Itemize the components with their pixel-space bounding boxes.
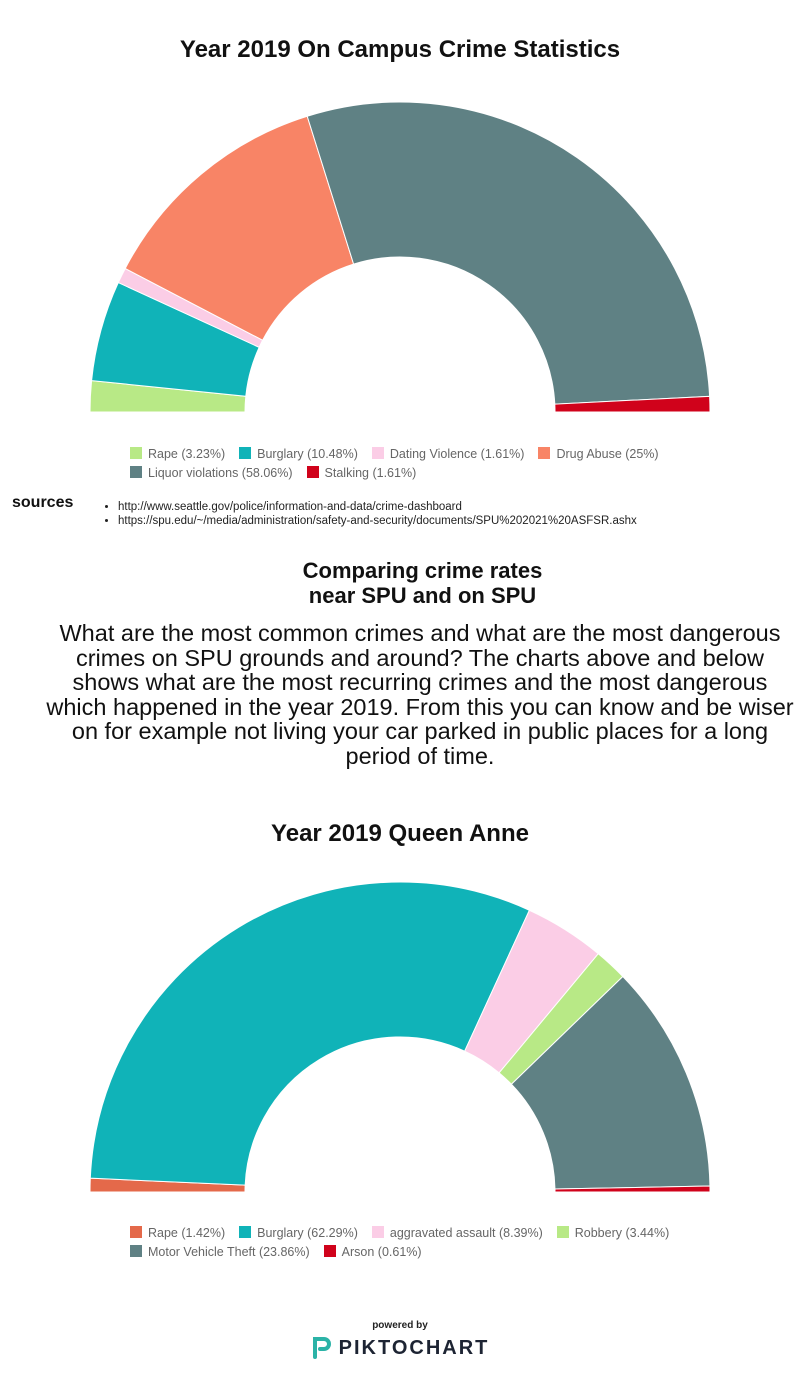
legend-item: Dating Violence (1.61%) bbox=[371, 445, 525, 464]
legend-swatch bbox=[239, 1226, 252, 1238]
chart-title-campus: Year 2019 On Campus Crime Statistics bbox=[179, 36, 621, 63]
piktochart-icon bbox=[312, 1337, 331, 1359]
legend-label: Rape (1.42%) bbox=[148, 1226, 226, 1240]
brand-name: PIKTOCHART bbox=[338, 1337, 490, 1359]
legend-item: Burglary (62.29%) bbox=[239, 1224, 358, 1243]
campus-semi-donut bbox=[89, 101, 711, 413]
legend-swatch bbox=[556, 1226, 569, 1238]
legend-item: Rape (1.42%) bbox=[130, 1224, 225, 1243]
slice-burglary[interactable] bbox=[89, 881, 531, 1186]
subtitle-line: Comparing crime rates bbox=[302, 558, 543, 583]
legend-label: Drug Abuse (25%) bbox=[556, 447, 659, 461]
slice-stalking[interactable] bbox=[554, 395, 711, 413]
legend-label: Rape (3.23%) bbox=[148, 447, 226, 461]
campus-legend: Rape (3.23%) Burglary (10.48%) Dating Viol… bbox=[130, 445, 690, 483]
legend-label: Burglary (62.29%) bbox=[257, 1226, 358, 1240]
legend-label: Robbery (3.44%) bbox=[574, 1226, 670, 1240]
legend-swatch bbox=[306, 466, 319, 478]
queen-anne-legend: Rape (1.42%) Burglary (62.29%) aggravated … bbox=[130, 1224, 690, 1262]
source-link[interactable]: https://spu.edu/~/media/administration/s… bbox=[118, 514, 637, 528]
legend-label: Arson (0.61%) bbox=[341, 1245, 422, 1259]
legend-label: Motor Vehicle Theft (23.86%) bbox=[148, 1245, 310, 1259]
legend-item: Drug Abuse (25%) bbox=[538, 445, 659, 464]
legend-label: aggravated assault (8.39%) bbox=[389, 1226, 543, 1240]
legend-item: Robbery (3.44%) bbox=[556, 1224, 670, 1243]
sources-list: http://www.seattle.gov/police/informatio… bbox=[102, 500, 637, 528]
legend-item: Burglary (10.48%) bbox=[239, 445, 358, 464]
legend-item: Arson (0.61%) bbox=[323, 1243, 422, 1262]
legend-swatch bbox=[323, 1245, 336, 1257]
legend-label: Stalking (1.61%) bbox=[324, 466, 417, 480]
legend-item: Liquor violations (58.06%) bbox=[130, 464, 293, 483]
legend-swatch bbox=[130, 1245, 142, 1257]
source-link[interactable]: http://www.seattle.gov/police/informatio… bbox=[118, 500, 637, 514]
legend-label: Liquor violations (58.06%) bbox=[148, 466, 293, 480]
slice-arson[interactable] bbox=[554, 1185, 711, 1193]
queen-anne-semi-donut bbox=[89, 881, 711, 1193]
chart-title-queen-anne: Year 2019 Queen Anne bbox=[271, 820, 529, 847]
legend-item: Motor Vehicle Theft (23.86%) bbox=[130, 1243, 310, 1262]
legend-item: aggravated assault (8.39%) bbox=[371, 1224, 543, 1243]
subtitle-line: near SPU and on SPU bbox=[308, 583, 537, 608]
footer: powered by PIKTOCHART bbox=[0, 1320, 800, 1360]
legend-swatch bbox=[538, 447, 551, 459]
legend-swatch bbox=[130, 466, 142, 478]
legend-swatch bbox=[371, 1226, 384, 1238]
legend-swatch bbox=[130, 1226, 142, 1238]
legend-item: Rape (3.23%) bbox=[130, 445, 225, 464]
slice-drug-abuse[interactable] bbox=[124, 115, 355, 341]
legend-swatch bbox=[371, 447, 384, 459]
body-paragraph: What are the most common crimes and what… bbox=[46, 620, 794, 769]
piktochart-logo[interactable]: PIKTOCHART bbox=[0, 1335, 800, 1360]
legend-label: Dating Violence (1.61%) bbox=[389, 447, 525, 461]
legend-swatch bbox=[130, 447, 142, 459]
sources-label: sources bbox=[12, 494, 74, 511]
legend-label: Burglary (10.48%) bbox=[257, 447, 358, 461]
section-subtitle: Comparing crime rates near SPU and on SP… bbox=[0, 558, 800, 608]
legend-item: Stalking (1.61%) bbox=[306, 464, 417, 483]
legend-swatch bbox=[239, 447, 252, 459]
powered-by: powered by bbox=[372, 1320, 428, 1331]
slice-liquor-violations[interactable] bbox=[306, 101, 711, 405]
